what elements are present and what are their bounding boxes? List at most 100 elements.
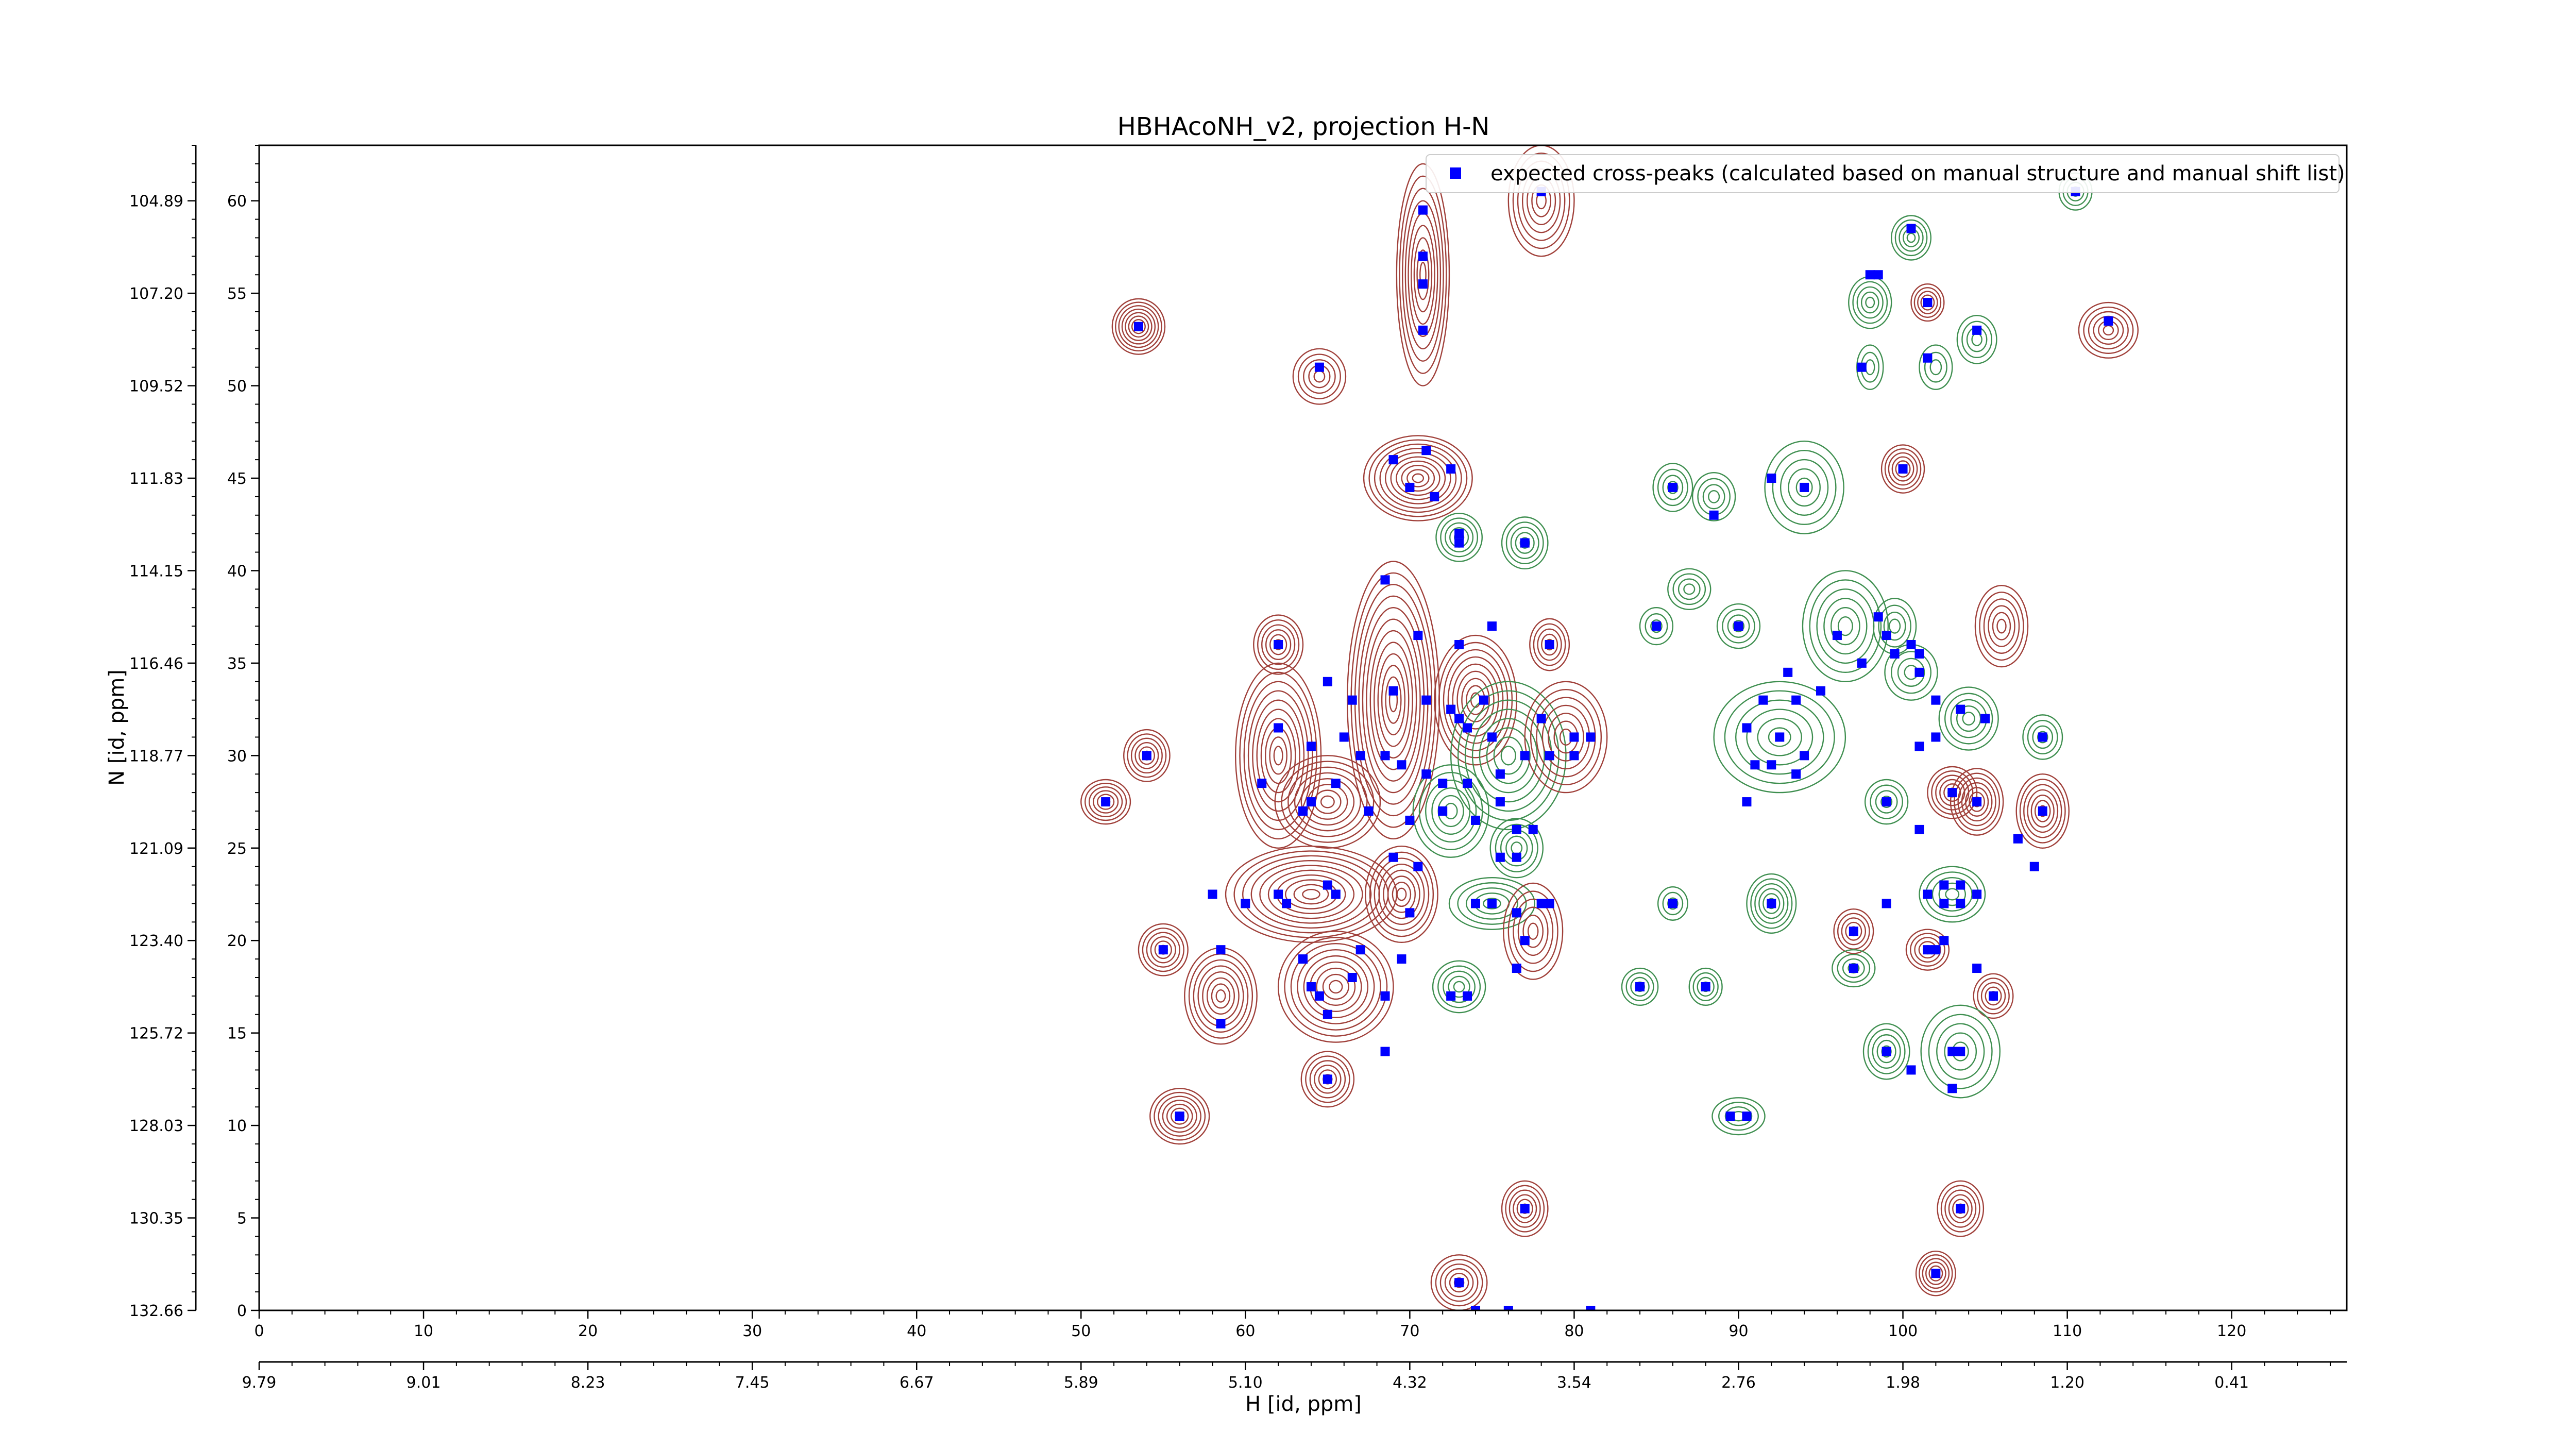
- cross-peak-marker: [1323, 677, 1332, 686]
- x-ppm-tick-label: 5.89: [1064, 1374, 1098, 1392]
- contour-ring: [1754, 883, 1789, 924]
- cross-peak-marker: [1758, 695, 1768, 705]
- contour-ring: [1500, 746, 1516, 766]
- contour-group-52: [1833, 908, 1874, 954]
- contour-ring: [1954, 772, 2001, 831]
- contour-ring: [1841, 917, 1867, 946]
- contour-ring: [1318, 1069, 1337, 1089]
- contour-ring: [1256, 709, 1300, 803]
- contour-group-31: [1667, 568, 1711, 611]
- cross-peak-marker: [1512, 824, 1521, 834]
- cross-peak-marker: [1520, 1204, 1530, 1214]
- cross-peak-marker: [1479, 695, 1488, 705]
- contour-ring: [1483, 898, 1501, 909]
- contour-group-48: [1864, 779, 1909, 825]
- contour-ring: [1247, 690, 1309, 821]
- cross-peak-marker: [1775, 732, 1785, 742]
- cross-peak-marker: [1397, 760, 1406, 770]
- contour-ring: [1501, 516, 1549, 570]
- cross-peak-marker: [1972, 325, 1982, 335]
- contour-ring: [1260, 718, 1296, 794]
- x-tick-label: 40: [907, 1322, 926, 1340]
- legend-marker: [1450, 167, 1461, 179]
- x-ppm-tick-label: 8.23: [571, 1374, 605, 1392]
- contour-ring: [1303, 359, 1336, 394]
- cross-peak-marker: [1520, 936, 1530, 946]
- cross-peak-marker: [1668, 482, 1677, 492]
- contour-ring: [2032, 725, 2054, 749]
- cross-peak-marker: [1956, 899, 1965, 908]
- contour-ring: [1489, 818, 1544, 879]
- contour-ring: [1856, 344, 1884, 390]
- cross-peak-marker: [1454, 640, 1464, 649]
- contour-ring: [1486, 727, 1531, 784]
- contour-ring: [1662, 475, 1684, 500]
- cross-peak-marker: [1906, 640, 1916, 649]
- contour-ring: [1501, 1180, 1549, 1237]
- cross-peak-marker: [1430, 492, 1439, 501]
- contour-ring: [1294, 772, 1361, 832]
- cross-peak-marker: [1709, 510, 1719, 520]
- contour-ring: [1883, 611, 1906, 641]
- contour-ring: [1513, 1194, 1537, 1223]
- contour-ring: [1522, 914, 1544, 948]
- cross-peak-marker: [1914, 649, 1924, 659]
- contour-ring: [1880, 796, 1893, 808]
- contour-ring: [2027, 789, 2059, 833]
- contour-group-25: [1503, 882, 1564, 980]
- y-tick-label: 5: [237, 1210, 247, 1228]
- cross-peak-marker: [1495, 769, 1505, 779]
- contour-ring: [1718, 1102, 1759, 1131]
- contour-ring: [1920, 1004, 2001, 1099]
- contour-ring: [1548, 713, 1584, 762]
- contour-group-11: [1524, 681, 1608, 794]
- contour-ring: [1448, 975, 1470, 998]
- contour-ring: [1406, 469, 1430, 487]
- cross-peak-marker: [1972, 889, 1982, 899]
- cross-peak-marker: [1931, 945, 1941, 955]
- x-tick-label: 100: [1888, 1322, 1918, 1340]
- contour-ring: [1919, 866, 1986, 923]
- contour-ring: [1211, 983, 1231, 1009]
- cross-peak-marker: [1923, 889, 1933, 899]
- contour-ring: [1171, 1107, 1189, 1125]
- cross-peak-marker: [1906, 224, 1916, 233]
- contour-ring: [1683, 583, 1696, 595]
- y-ppm-tick-label: 132.66: [129, 1302, 183, 1320]
- contour-ring: [1536, 697, 1596, 778]
- contour-group-14: [1253, 614, 1304, 675]
- contour-ring: [1876, 1039, 1896, 1064]
- cross-peak-marker: [1257, 779, 1267, 788]
- contour-ring: [1449, 1273, 1469, 1293]
- cross-peak-marker: [1380, 751, 1390, 761]
- contour-ring: [1867, 1029, 1906, 1074]
- cross-peak-marker: [1512, 852, 1521, 862]
- contour-ring: [1852, 281, 1888, 324]
- contour-ring: [1884, 448, 1922, 490]
- contour-ring: [1402, 188, 1444, 362]
- contour-ring: [1404, 200, 1442, 349]
- contour-group-35: [1713, 681, 1846, 794]
- contour-ring: [1537, 628, 1562, 661]
- contour-ring: [1384, 452, 1451, 504]
- cross-peak-marker: [1742, 1111, 1752, 1121]
- cross-peak-marker: [1355, 751, 1365, 761]
- contour-ring: [1515, 532, 1535, 554]
- contour-ring: [1780, 459, 1829, 516]
- contour-ring: [1917, 291, 1938, 314]
- y-ppm-tick-label: 104.89: [129, 193, 183, 211]
- contour-ring: [1118, 305, 1159, 348]
- contour-ring: [1507, 145, 1575, 257]
- cross-peak-marker: [1471, 1306, 1481, 1310]
- contour-ring: [1691, 472, 1736, 521]
- contour-ring: [1089, 786, 1123, 817]
- contour-ring: [1215, 989, 1226, 1003]
- contour-ring: [1716, 603, 1761, 649]
- contour-ring: [1988, 605, 2015, 647]
- contour-ring: [1253, 614, 1304, 675]
- cross-peak-marker: [1216, 945, 1226, 955]
- cross-peak-marker: [1931, 732, 1941, 742]
- contour-ring: [1652, 463, 1693, 512]
- contour-ring: [1516, 1199, 1533, 1219]
